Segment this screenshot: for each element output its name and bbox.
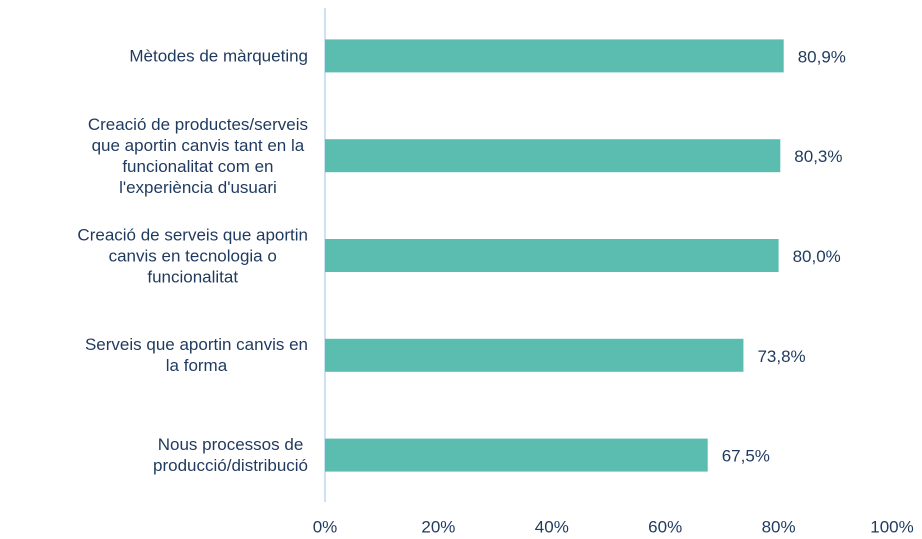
y-tick-label: Creació de productes/serveis que aportin… <box>87 114 308 197</box>
y-tick-label: Nous processos de producció/distribució <box>153 435 308 476</box>
x-tick-label: 80% <box>762 517 796 536</box>
bar <box>325 338 744 372</box>
value-label: 80,9% <box>798 47 846 66</box>
bar <box>325 39 784 73</box>
x-tick-label: 0% <box>313 517 338 536</box>
bar <box>325 239 779 272</box>
x-tick-label: 20% <box>421 517 455 536</box>
value-label: 73,8% <box>757 347 805 366</box>
y-tick-label: Mètodes de màrqueting <box>129 46 308 66</box>
x-tick-label: 60% <box>648 517 682 536</box>
bar <box>325 438 708 472</box>
value-label: 67,5% <box>722 447 770 466</box>
value-label: 80,3% <box>794 147 842 166</box>
y-tick-label: Serveis que aportin canvis en la forma <box>84 335 308 376</box>
value-label: 80,0% <box>793 247 841 266</box>
bar <box>325 139 781 173</box>
x-tick-label: 40% <box>535 517 569 536</box>
x-tick-label: 100% <box>870 517 913 536</box>
y-tick-label: Creació de serveis que aportin canvis en… <box>77 225 308 286</box>
